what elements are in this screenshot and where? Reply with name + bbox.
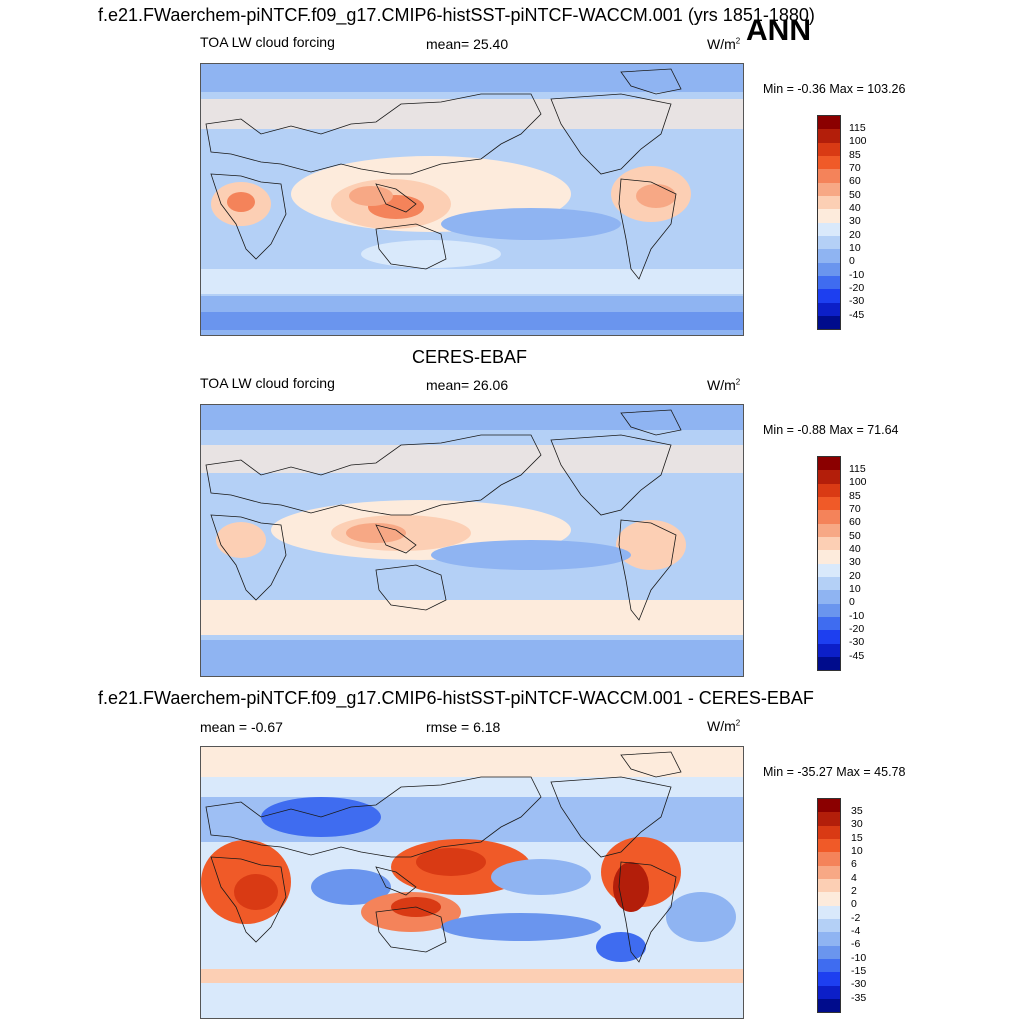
colorbar-tick-label: 0 (849, 596, 855, 609)
colorbar-tick-label: 85 (849, 489, 861, 502)
panel1-minmax: Min = -0.36 Max = 103.26 (763, 82, 906, 96)
panel2-colorbar-labels: 115 100 85 70 60 50 40 30 20 10 0 -10 -2… (849, 463, 867, 663)
colorbar-tick-label: 0 (851, 898, 857, 911)
colorbar-tick-label: 40 (849, 201, 861, 214)
colorbar-tick-label: 50 (849, 188, 861, 201)
panel1-map (200, 63, 744, 336)
colorbar-tick-label: 20 (849, 569, 861, 582)
colorbar-tick-label: 40 (849, 542, 861, 555)
panel1-colorbar-labels: 115 100 85 70 60 50 40 30 20 10 0 -10 -2… (849, 122, 867, 322)
colorbar-tick-label: -30 (849, 636, 865, 649)
panel3-units: W/m2 (707, 718, 741, 734)
panel2-units: W/m2 (707, 377, 741, 393)
colorbar-tick-label: 50 (849, 529, 861, 542)
colorbar-tick-label: -10 (851, 951, 867, 964)
season-label: ANN (746, 14, 811, 47)
panel1-colorbar (817, 115, 841, 331)
panel3-mean: mean = -0.67 (200, 719, 283, 735)
colorbar-tick-label: 60 (849, 175, 861, 188)
figure-title: f.e21.FWaerchem-piNTCF.f09_g17.CMIP6-his… (98, 5, 815, 25)
colorbar-tick-label: 30 (849, 556, 861, 569)
colorbar-tick-label: 15 (851, 831, 863, 844)
colorbar-tick-label: -35 (851, 991, 867, 1004)
colorbar-tick-label: 115 (849, 122, 866, 134)
colorbar-tick-label: 35 (851, 805, 863, 817)
colorbar-tick-label: 4 (851, 871, 857, 884)
colorbar-tick-label: 60 (849, 516, 861, 529)
colorbar-tick-label: -4 (851, 924, 861, 937)
panel3-minmax: Min = -35.27 Max = 45.78 (763, 765, 906, 779)
colorbar-tick-label: -45 (849, 649, 865, 662)
panel3-rmse: rmse = 6.18 (426, 719, 501, 735)
colorbar-tick-label: 115 (849, 463, 866, 475)
panel3-title: f.e21.FWaerchem-piNTCF.f09_g17.CMIP6-his… (98, 688, 814, 708)
colorbar-tick-label: 10 (851, 844, 863, 857)
colorbar-tick-label: 0 (849, 255, 855, 268)
panel1-mean: mean= 25.40 (426, 36, 509, 52)
colorbar-tick-label: 10 (849, 582, 861, 595)
colorbar-tick-label: 100 (849, 476, 867, 489)
panel1-variable: TOA LW cloud forcing (200, 34, 335, 50)
colorbar-tick-label: 30 (849, 215, 861, 228)
panel2-variable: TOA LW cloud forcing (200, 375, 335, 391)
colorbar-tick-label: 70 (849, 502, 861, 515)
panel2-minmax: Min = -0.88 Max = 71.64 (763, 423, 899, 437)
colorbar-tick-label: 20 (849, 228, 861, 241)
panel3-colorbar (817, 798, 841, 1014)
panel3-map (200, 746, 744, 1019)
colorbar-tick-label: -45 (849, 308, 865, 321)
panel2-mean: mean= 26.06 (426, 377, 509, 393)
colorbar-tick-label: -10 (849, 609, 865, 622)
colorbar-tick-label: -10 (849, 268, 865, 281)
colorbar-tick-label: -30 (849, 295, 865, 308)
colorbar-tick-label: 10 (849, 241, 861, 254)
colorbar-tick-label: -15 (851, 964, 867, 977)
colorbar-tick-label: -30 (851, 978, 867, 991)
colorbar-tick-label: -6 (851, 938, 861, 951)
colorbar-tick-label: -20 (849, 281, 865, 294)
colorbar-tick-label: 30 (851, 818, 863, 831)
colorbar-tick-label: 100 (849, 135, 867, 148)
colorbar-tick-label: 6 (851, 858, 857, 871)
colorbar-tick-label: -20 (849, 622, 865, 635)
panel1-units: W/m2 (707, 36, 741, 52)
panel3-colorbar-labels: 35 30 15 10 6 4 2 0 -2 -4 -6 -10 -15 -30… (851, 805, 866, 1005)
panel2-title: CERES-EBAF (412, 347, 528, 367)
panel2-colorbar (817, 456, 841, 672)
colorbar-tick-label: 70 (849, 161, 861, 174)
colorbar-tick-label: 2 (851, 884, 857, 897)
colorbar-tick-label: -2 (851, 911, 861, 924)
panel2-map (200, 404, 744, 677)
colorbar-tick-label: 85 (849, 148, 861, 161)
